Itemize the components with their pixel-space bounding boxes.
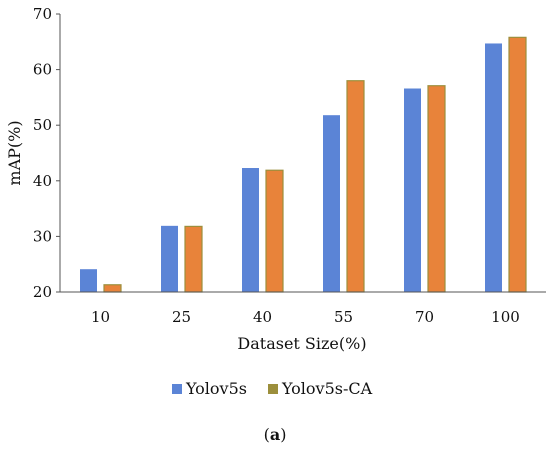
legend-label-yolov5s-ca: Yolov5s-CA (281, 379, 373, 398)
bar-yolov5s-ca-25 (184, 225, 203, 293)
bar-yolov5s-25 (161, 225, 178, 292)
legend-swatch-yolov5s (172, 384, 182, 394)
x-tick-label: 55 (334, 308, 353, 326)
x-tick-label: 10 (91, 308, 110, 326)
y-tick-label: 30 (33, 227, 52, 245)
figure-caption: (a) (263, 425, 287, 444)
legend-swatch-yolov5s-ca (268, 384, 278, 394)
y-tick-label: 60 (33, 61, 52, 79)
legend-label-yolov5s: Yolov5s (185, 379, 247, 398)
y-tick-label: 20 (33, 283, 52, 301)
x-tick-label: 70 (415, 308, 434, 326)
y-tick-label: 50 (33, 116, 52, 134)
y-axis-title: mAP(%) (5, 120, 24, 185)
bar-yolov5s-100 (485, 43, 502, 292)
x-ticks: 10 25 40 55 70 100 (91, 308, 520, 326)
y-ticks: 20 30 40 50 60 70 (33, 5, 60, 301)
y-tick-label: 40 (33, 172, 52, 190)
legend: Yolov5s Yolov5s-CA (172, 379, 373, 398)
bar-yolov5s-ca-70 (427, 85, 446, 293)
y-tick-label: 70 (33, 5, 52, 23)
bars-layer (80, 36, 527, 293)
bar-yolov5s-40 (242, 168, 259, 292)
bar-yolov5s-ca-100 (508, 36, 527, 293)
x-tick-label: 40 (253, 308, 272, 326)
bar-yolov5s-10 (80, 269, 97, 292)
x-tick-label: 100 (491, 308, 520, 326)
bar-yolov5s-ca-55 (346, 80, 365, 293)
bar-yolov5s-ca-10 (103, 284, 122, 293)
caption-letter: a (269, 425, 281, 444)
bar-yolov5s-55 (323, 115, 340, 292)
x-tick-label: 25 (172, 308, 191, 326)
bar-yolov5s-ca-40 (265, 169, 284, 293)
x-axis-title: Dataset Size(%) (237, 334, 366, 353)
bar-yolov5s-70 (404, 88, 421, 292)
